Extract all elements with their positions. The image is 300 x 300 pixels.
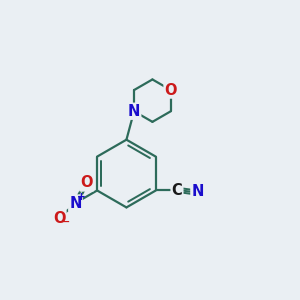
Text: O: O (80, 176, 93, 190)
Text: −: − (61, 217, 70, 227)
Text: +: + (77, 192, 86, 202)
Text: N: N (191, 184, 204, 200)
Text: O: O (164, 82, 177, 98)
Text: N: N (69, 196, 82, 211)
Text: C: C (172, 183, 182, 198)
Text: N: N (128, 104, 140, 119)
Text: O: O (53, 211, 65, 226)
